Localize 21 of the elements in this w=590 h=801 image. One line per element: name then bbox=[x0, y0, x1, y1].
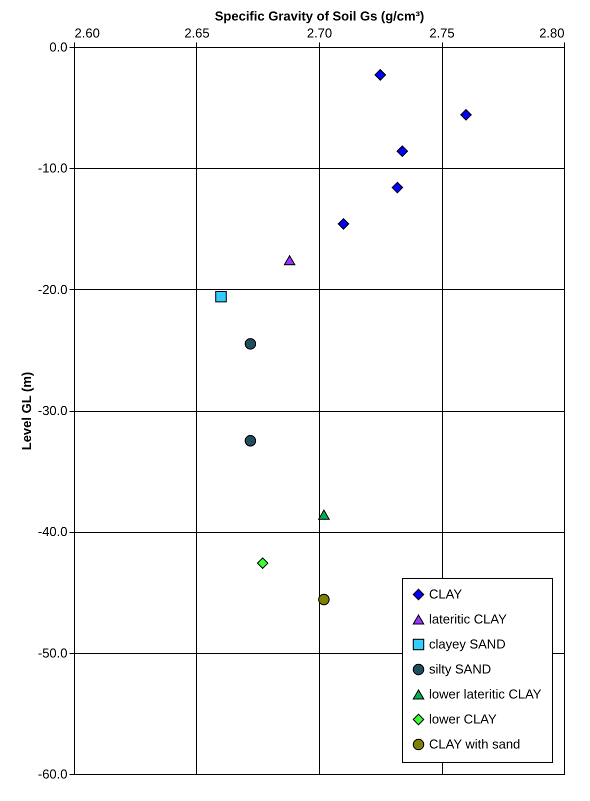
legend-label: lower CLAY bbox=[429, 712, 497, 726]
x-axis-title: Specific Gravity of Soil Gs (g/cm³) bbox=[214, 8, 424, 24]
x-tick-label: 2.75 bbox=[429, 26, 455, 40]
x-tick-label: 2.65 bbox=[184, 26, 210, 40]
y-axis-title: Level GL (m) bbox=[18, 372, 34, 450]
legend-label: CLAY with sand bbox=[429, 736, 520, 752]
x-tick-label: 2.70 bbox=[306, 26, 332, 40]
legend-label: lower lateritic CLAY bbox=[429, 686, 542, 702]
x-tick-label: 2.80 bbox=[539, 26, 564, 40]
y-tick-label: -40.0 bbox=[38, 524, 68, 540]
legend-label: CLAY bbox=[429, 586, 462, 602]
y-tick-label: 0.0 bbox=[49, 40, 68, 54]
legend-label: silty SAND bbox=[429, 662, 492, 676]
x-tick-label: 2.60 bbox=[74, 26, 100, 40]
legend-label: lateritic CLAY bbox=[429, 612, 508, 626]
y-tick-label: -60.0 bbox=[38, 766, 68, 782]
y-tick-label: -10.0 bbox=[38, 160, 68, 176]
y-tick-label: -30.0 bbox=[38, 403, 68, 418]
y-tick-label: -20.0 bbox=[38, 282, 68, 297]
y-tick-label: -50.0 bbox=[38, 645, 68, 660]
legend-label: clayey SAND bbox=[429, 636, 506, 652]
